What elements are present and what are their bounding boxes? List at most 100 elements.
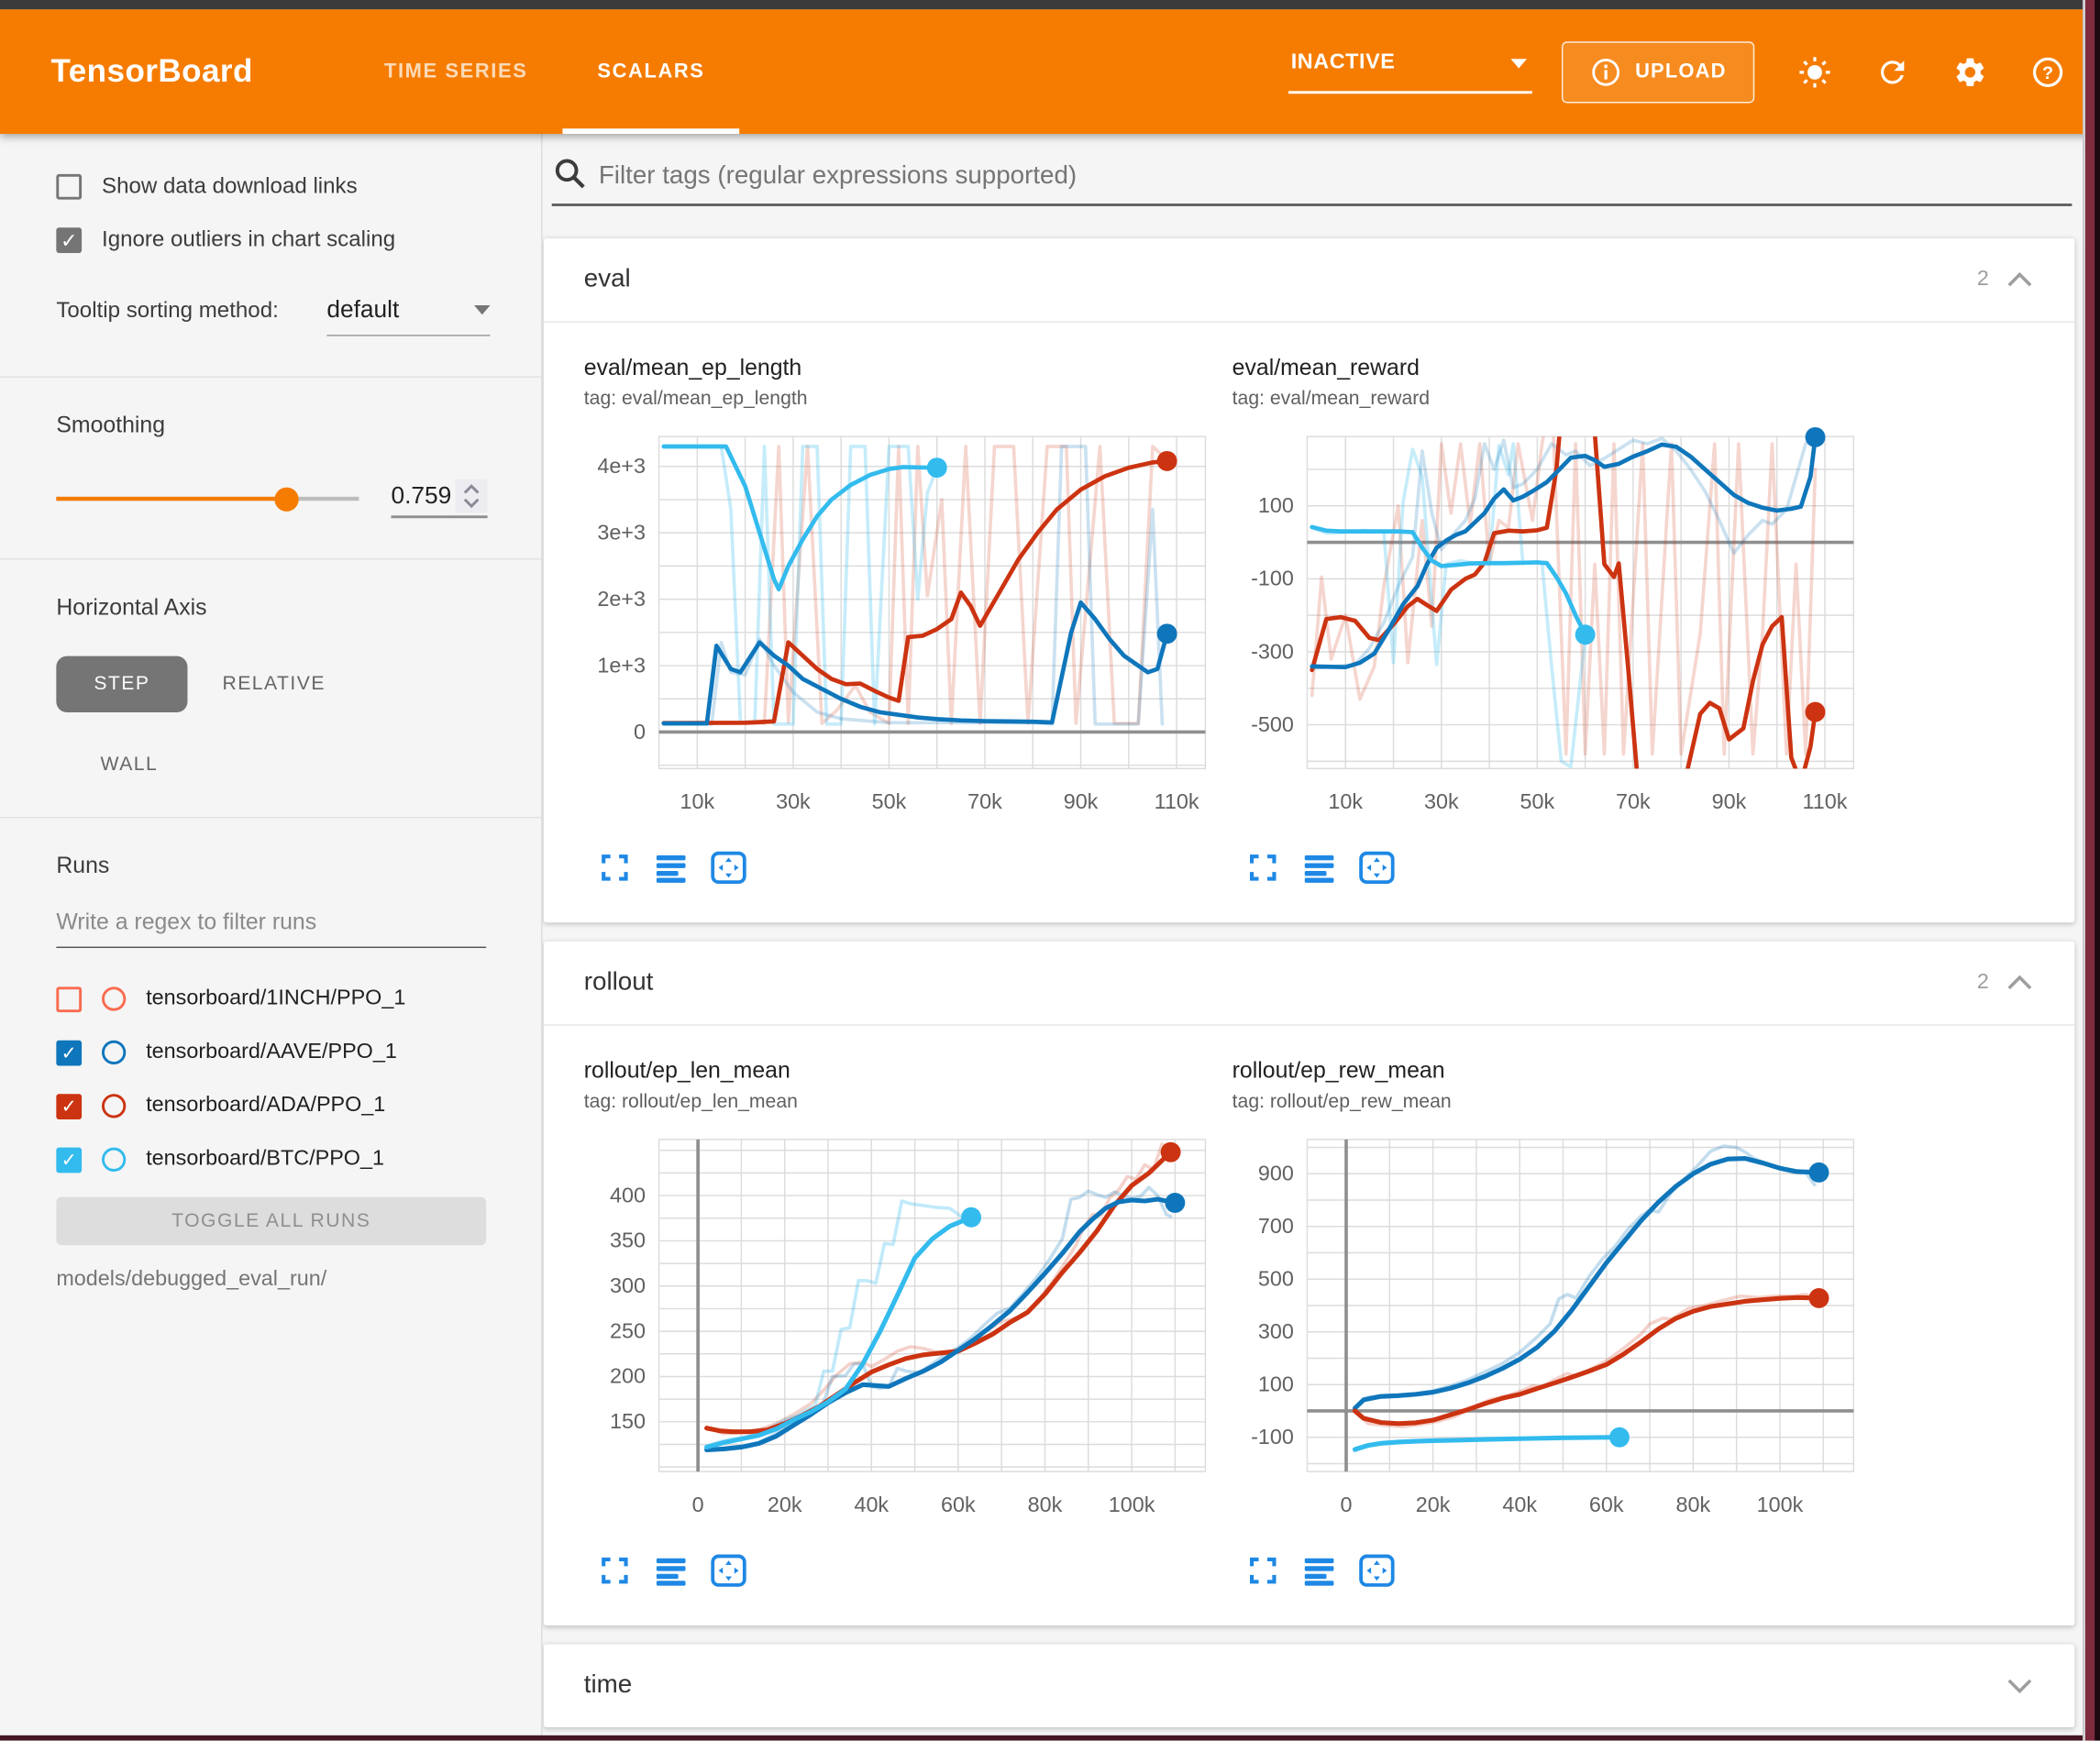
- section-card-time: time: [543, 1644, 2075, 1728]
- run-row[interactable]: tensorboard/1INCH/PPO_1: [56, 972, 514, 1025]
- expand-chart-icon[interactable]: [597, 850, 632, 885]
- svg-text:110k: 110k: [1803, 789, 1848, 813]
- chart-eval-mean-reward: eval/mean_reward tag: eval/mean_reward 1…: [1232, 355, 1862, 885]
- run-checkbox[interactable]: ✓: [56, 1146, 83, 1173]
- settings-gear-icon[interactable]: [1952, 54, 1987, 89]
- window-top-strip: [0, 0, 2100, 10]
- smoothing-slider-thumb[interactable]: [273, 486, 299, 512]
- run-label: tensorboard/ADA/PPO_1: [146, 1094, 386, 1118]
- svg-text:1e+3: 1e+3: [597, 653, 646, 677]
- run-checkbox[interactable]: [56, 986, 83, 1012]
- data-table-icon[interactable]: [654, 850, 689, 885]
- expand-chevron-down-icon[interactable]: [2005, 1677, 2034, 1695]
- data-table-icon[interactable]: [1302, 1553, 1337, 1588]
- ignore-outliers-row[interactable]: ✓ Ignore outliers in chart scaling: [56, 227, 514, 254]
- section-header[interactable]: time: [544, 1644, 2074, 1727]
- svg-text:500: 500: [1258, 1267, 1294, 1291]
- ignore-outliers-checkbox[interactable]: ✓: [56, 227, 83, 254]
- svg-text:-300: -300: [1251, 639, 1294, 663]
- show-download-links-checkbox[interactable]: [56, 173, 83, 200]
- chart-title: rollout/ep_len_mean: [583, 1057, 790, 1084]
- tab-time-series[interactable]: TIME SERIES: [383, 60, 528, 83]
- tag-filter-input[interactable]: [598, 161, 2072, 192]
- fit-domain-icon[interactable]: [1358, 1553, 1396, 1588]
- smoothing-value-input[interactable]: 0.759: [391, 479, 488, 519]
- search-icon: [555, 159, 585, 189]
- svg-text:-100: -100: [1251, 567, 1294, 590]
- svg-text:70k: 70k: [1616, 789, 1651, 813]
- run-checkbox[interactable]: ✓: [56, 1093, 83, 1119]
- fit-domain-icon[interactable]: [710, 1553, 747, 1588]
- svg-text:20k: 20k: [768, 1493, 802, 1516]
- svg-text:100: 100: [1258, 493, 1294, 517]
- tag-filter-bar[interactable]: [551, 155, 2072, 206]
- collapse-chevron-up-icon[interactable]: [2005, 974, 2034, 992]
- collapse-chevron-up-icon[interactable]: [2005, 270, 2034, 289]
- run-checkbox[interactable]: ✓: [56, 1040, 83, 1065]
- line-plot[interactable]: 0 20k 40k 60k 80k 100k -100 100 300 500 700 900: [1232, 1126, 1862, 1550]
- runs-filter-field[interactable]: [56, 909, 487, 949]
- line-plot[interactable]: 10k 30k 50k 70k 90k 110k 0 1e+3 2e+3 3e+3 4e+3: [584, 424, 1213, 848]
- expand-chart-icon[interactable]: [1245, 1553, 1280, 1588]
- fit-domain-icon[interactable]: [1358, 850, 1396, 885]
- section-card-rollout: rollout 2 rollout/ep_len_mean tag: rollo…: [543, 941, 2075, 1626]
- chart-eval-mean-ep-length: eval/mean_ep_length tag: eval/mean_ep_le…: [584, 355, 1213, 885]
- line-plot[interactable]: 0 20k 40k 60k 80k 100k 150 200 250 300 350 400: [584, 1126, 1213, 1550]
- stepper-down-icon[interactable]: [462, 498, 481, 509]
- svg-text:70k: 70k: [967, 789, 1002, 813]
- upload-button[interactable]: UPLOAD: [1561, 40, 1755, 103]
- expand-chart-icon[interactable]: [1245, 850, 1280, 885]
- refresh-icon[interactable]: [1875, 54, 1910, 89]
- number-stepper[interactable]: [455, 479, 488, 513]
- axis-step-button[interactable]: STEP: [56, 656, 188, 712]
- svg-text:80k: 80k: [1676, 1493, 1711, 1516]
- svg-text:700: 700: [1258, 1214, 1294, 1238]
- chart-title: rollout/ep_rew_mean: [1232, 1057, 1445, 1084]
- svg-text:200: 200: [610, 1364, 646, 1388]
- stepper-up-icon[interactable]: [462, 483, 481, 494]
- line-plot[interactable]: 10k 30k 50k 70k 90k 110k 100 -100 -300 -500: [1232, 424, 1862, 848]
- run-color-circle-icon: [101, 986, 127, 1011]
- data-table-icon[interactable]: [1302, 850, 1337, 885]
- axis-wall-button[interactable]: WALL: [100, 754, 159, 776]
- svg-text:0: 0: [634, 720, 646, 744]
- svg-text:250: 250: [610, 1318, 646, 1342]
- svg-text:150: 150: [610, 1409, 646, 1433]
- show-download-links-row[interactable]: Show data download links: [56, 173, 514, 200]
- section-header[interactable]: eval 2: [544, 238, 2074, 322]
- tooltip-sorting-label: Tooltip sorting method:: [56, 298, 279, 323]
- svg-text:20k: 20k: [1416, 1493, 1451, 1516]
- tooltip-sorting-select[interactable]: default: [326, 296, 491, 336]
- content: Show data download links ✓ Ignore outlie…: [0, 134, 2083, 1741]
- section-header[interactable]: rollout 2: [544, 942, 2074, 1025]
- sidebar-divider: [0, 376, 542, 378]
- run-row[interactable]: ✓ tensorboard/AAVE/PPO_1: [56, 1026, 514, 1079]
- help-icon[interactable]: ?: [2030, 54, 2065, 89]
- run-row[interactable]: ✓ tensorboard/ADA/PPO_1: [56, 1079, 514, 1132]
- svg-text:4e+3: 4e+3: [597, 454, 646, 478]
- section-card-eval: eval 2 eval/mean_ep_length tag: eval/mea…: [543, 237, 2075, 923]
- run-row[interactable]: ✓ tensorboard/BTC/PPO_1: [56, 1133, 514, 1186]
- tab-scalars[interactable]: SCALARS: [562, 9, 740, 135]
- run-label: tensorboard/AAVE/PPO_1: [146, 1040, 397, 1063]
- smoothing-slider[interactable]: [56, 486, 359, 512]
- window-right-strip: [2083, 0, 2100, 1741]
- card-divider: [543, 1024, 2075, 1026]
- svg-text:0: 0: [1341, 1493, 1353, 1516]
- svg-text:30k: 30k: [776, 789, 811, 813]
- header-actions: INACTIVE UPLOAD ?: [1288, 9, 2065, 134]
- brightness-icon[interactable]: [1797, 54, 1832, 89]
- toggle-all-runs-button[interactable]: TOGGLE ALL RUNS: [56, 1196, 487, 1246]
- expand-chart-icon[interactable]: [597, 1553, 632, 1588]
- status-dropdown[interactable]: INACTIVE: [1288, 50, 1532, 94]
- svg-text:3e+3: 3e+3: [597, 520, 646, 544]
- chart-title: eval/mean_reward: [1232, 355, 1420, 380]
- data-table-icon[interactable]: [654, 1553, 689, 1588]
- svg-text:50k: 50k: [872, 789, 907, 813]
- runs-filter-input[interactable]: [56, 909, 487, 936]
- fit-domain-icon[interactable]: [710, 850, 747, 885]
- smoothing-slider-row: 0.759: [56, 479, 514, 519]
- upload-button-label: UPLOAD: [1635, 60, 1727, 83]
- svg-text:100k: 100k: [1757, 1493, 1804, 1516]
- axis-relative-button[interactable]: RELATIVE: [222, 673, 326, 695]
